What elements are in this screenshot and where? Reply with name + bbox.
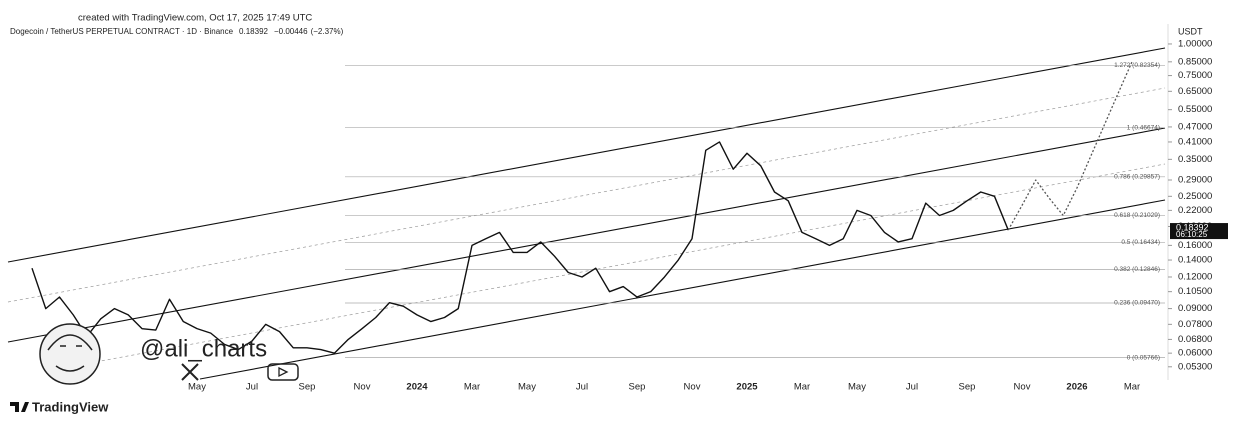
watermark: @ali_charts <box>39 323 299 385</box>
x-tick-label: May <box>518 382 536 393</box>
plot: 1.272 (0.82354) 1 (0.46674) 0.786 (0.29857… <box>31 61 1165 361</box>
x-tick-label: Sep <box>959 382 976 393</box>
video-icon <box>267 363 299 381</box>
channel-quarter <box>89 163 1166 364</box>
y-tick-label: 0.65000 <box>1178 86 1212 97</box>
y-tick-label: 0.07800 <box>1178 319 1212 330</box>
x-tick-label: Sep <box>299 382 316 393</box>
fib-label: 0.5 (0.16434) <box>1121 239 1160 246</box>
symbol: Dogecoin / TetherUS PERPETUAL CONTRACT ·… <box>10 27 234 36</box>
price-marker-label: 0.18392 <box>1176 222 1209 232</box>
x-tick-label: Mar <box>794 382 810 393</box>
y-tick-label: 0.12000 <box>1178 272 1212 283</box>
channel-quarter <box>7 87 1166 303</box>
y-tick-label: 0.41000 <box>1178 136 1212 147</box>
x-tick-label: May <box>848 382 866 393</box>
x-tick-label: Nov <box>1014 382 1031 393</box>
x-tick-label: 2024 <box>406 382 428 393</box>
y-tick-label: 0.14000 <box>1178 255 1212 266</box>
brand-name: TradingView <box>32 399 109 414</box>
x-tick-label: May <box>188 382 206 393</box>
price-marker <box>1170 223 1228 240</box>
header-change: −0.00446 <box>274 27 308 36</box>
fib-label: 0.382 (0.12846) <box>1114 266 1160 273</box>
y-tick-label: 0.85000 <box>1178 56 1212 67</box>
fib-label: 0.236 (0.09470) <box>1114 300 1160 307</box>
y-tick-label: 0.06800 <box>1178 334 1212 345</box>
channel-middle <box>7 127 1166 343</box>
avatar-face <box>47 334 93 372</box>
x-tick-label: Mar <box>464 382 480 393</box>
x-tick-label: Mar <box>1124 382 1140 393</box>
projection-line <box>1007 61 1133 231</box>
y-tick-label: 0.47000 <box>1178 121 1212 132</box>
y-tick-label: 0.09000 <box>1178 303 1212 314</box>
y-tick-label: 0.06000 <box>1178 348 1212 359</box>
y-tick-label: 0.25000 <box>1178 191 1212 202</box>
watermark-text: @ali_charts <box>140 335 267 362</box>
chart-title: Dogecoin / TetherUS PERPETUAL CONTRACT ·… <box>10 27 344 36</box>
y-tick-label: 1.00000 <box>1178 38 1212 49</box>
brand: TradingView <box>10 399 109 414</box>
channel-upper <box>7 47 1166 263</box>
y-tick-label: 0.22000 <box>1178 205 1212 216</box>
fib-label: 1 (0.46674) <box>1127 124 1160 131</box>
y-tick-label: 0.05300 <box>1178 361 1212 372</box>
x-tick-label: Jul <box>906 382 918 393</box>
y-tick-label: 0.10500 <box>1178 286 1212 297</box>
x-tick-label: Jul <box>246 382 258 393</box>
x-tick-label: Nov <box>684 382 701 393</box>
fib-label: 0.618 (0.21029) <box>1114 212 1160 219</box>
countdown: 06:10:25 <box>1176 230 1208 239</box>
x-icon <box>181 363 199 381</box>
header-change-pct: (−2.37%) <box>311 27 344 36</box>
created-note: created with TradingView.com, Oct 17, 20… <box>78 13 312 24</box>
fib-label: 1.272 (0.82354) <box>1114 62 1160 69</box>
price-line <box>31 141 1009 354</box>
channel <box>7 47 1166 380</box>
channel-lower <box>199 199 1166 380</box>
currency: USDT <box>1178 26 1203 36</box>
video-icon-play <box>278 366 289 378</box>
x-tick-label: Jul <box>576 382 588 393</box>
fib-label: 0.786 (0.29857) <box>1114 174 1160 181</box>
brand-logo <box>10 402 29 412</box>
y-tick-label: 0.75000 <box>1178 70 1212 81</box>
x-tick-label: Sep <box>629 382 646 393</box>
y-tick-label: 0.35000 <box>1178 154 1212 165</box>
y-tick-label: 0.55000 <box>1178 104 1212 115</box>
fib-label: 0 (0.05766) <box>1127 354 1160 361</box>
x-tick-label: 2025 <box>736 382 758 393</box>
x-tick-label: Nov <box>354 382 371 393</box>
x-tick-label: 2026 <box>1066 382 1087 393</box>
header-price: 0.18392 <box>239 27 268 36</box>
y-tick-label: 0.16000 <box>1178 240 1212 251</box>
avatar <box>39 323 101 385</box>
y-tick-label: 0.29000 <box>1178 175 1212 186</box>
